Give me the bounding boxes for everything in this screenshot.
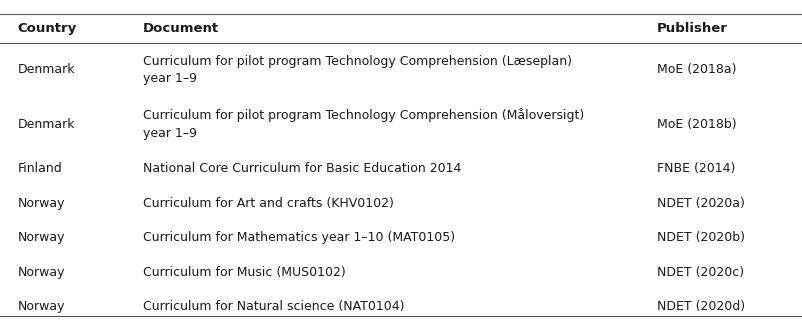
Text: Curriculum for Natural science (NAT0104): Curriculum for Natural science (NAT0104) [143,300,404,313]
Text: Norway: Norway [18,266,65,279]
Text: Finland: Finland [18,162,63,175]
Text: Document: Document [143,22,219,35]
Text: Curriculum for pilot program Technology Comprehension (Måloversigt)
year 1–9: Curriculum for pilot program Technology … [143,108,584,140]
Text: Publisher: Publisher [656,22,727,35]
Text: MoE (2018b): MoE (2018b) [656,118,735,130]
Text: NDET (2020c): NDET (2020c) [656,266,743,279]
Text: NDET (2020b): NDET (2020b) [656,231,744,244]
Text: Norway: Norway [18,231,65,244]
Text: Norway: Norway [18,196,65,210]
Text: NDET (2020a): NDET (2020a) [656,196,743,210]
Text: NDET (2020d): NDET (2020d) [656,300,744,313]
Text: Curriculum for Mathematics year 1–10 (MAT0105): Curriculum for Mathematics year 1–10 (MA… [143,231,455,244]
Text: MoE (2018a): MoE (2018a) [656,63,735,76]
Text: Norway: Norway [18,300,65,313]
Text: Country: Country [18,22,77,35]
Text: Curriculum for pilot program Technology Comprehension (Læseplan)
year 1–9: Curriculum for pilot program Technology … [143,55,571,85]
Text: Curriculum for Music (MUS0102): Curriculum for Music (MUS0102) [143,266,345,279]
Text: FNBE (2014): FNBE (2014) [656,162,735,175]
Text: Denmark: Denmark [18,63,75,76]
Text: National Core Curriculum for Basic Education 2014: National Core Curriculum for Basic Educa… [143,162,460,175]
Text: Denmark: Denmark [18,118,75,130]
Text: Curriculum for Art and crafts (KHV0102): Curriculum for Art and crafts (KHV0102) [143,196,393,210]
